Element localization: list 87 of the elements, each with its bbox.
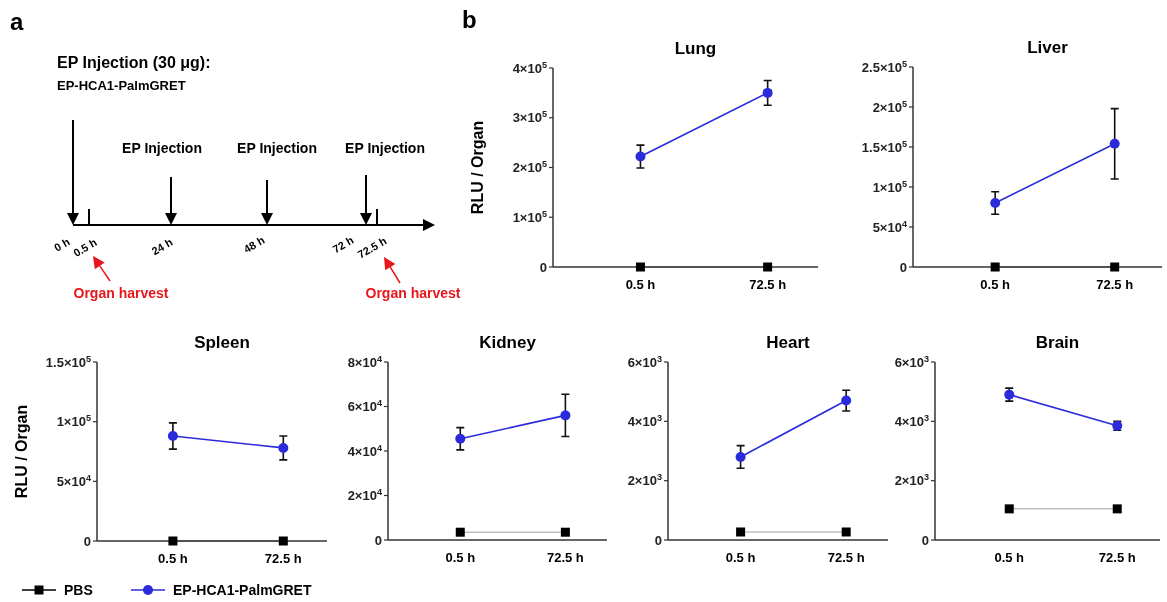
y-tick-label: 1.5×10$^{5}$: [45, 353, 91, 370]
x-tick-label: 72.5 h: [1096, 277, 1134, 292]
chart-title: Lung: [674, 39, 717, 58]
text: EP Injection: [122, 140, 202, 156]
y-tick-label: 4×10$^{3}$: [894, 412, 929, 429]
text: a: [10, 8, 24, 35]
legend-label: PBS: [64, 581, 93, 598]
y-tick-label: 1×10$^{5}$: [56, 413, 91, 430]
point: [990, 262, 1000, 272]
y-tick-label: 6×10$^{3}$: [894, 353, 929, 370]
point: [278, 442, 289, 453]
x-tick-label: 0.5 h: [725, 550, 756, 565]
y-tick-label: 8×10$^{4}$: [347, 353, 383, 370]
text: Organ harvest: [365, 285, 461, 301]
y-tick-label: 2×10$^{5}$: [512, 159, 547, 176]
y-tick-label: 5×10$^{4}$: [872, 218, 908, 235]
point: [762, 87, 773, 98]
x-tick-label: 72.5 h: [1098, 550, 1136, 565]
y-tick-label: 6×10$^{3}$: [627, 353, 662, 370]
point: [560, 527, 570, 537]
chart-title: Liver: [1027, 38, 1069, 57]
chart-title: Brain: [1035, 333, 1080, 352]
y-tick-label: 3×10$^{5}$: [512, 109, 547, 126]
y-tick-label: 0: [374, 532, 382, 548]
y-tick-label: 5×10$^{4}$: [56, 472, 92, 489]
text: 0.5 h: [71, 235, 100, 259]
y-tick-label: 0: [539, 259, 547, 275]
y-tick-label: 0: [83, 533, 91, 549]
point: [635, 151, 646, 162]
y-tick-label: 1.5×10$^{5}$: [861, 138, 907, 155]
point: [841, 395, 852, 406]
text: 0 h: [52, 235, 73, 254]
point: [1004, 504, 1014, 514]
y-tick-label: 0: [921, 532, 929, 548]
x-tick-label: 0.5 h: [445, 550, 476, 565]
chart-title: Kidney: [479, 333, 537, 352]
point: [560, 410, 571, 421]
x-tick-label: 72.5 h: [546, 550, 584, 565]
text: 72.5 h: [355, 234, 389, 261]
y-tick-label: 2×10$^{3}$: [894, 472, 929, 489]
text: 48 h: [241, 233, 267, 256]
text: b: [462, 6, 477, 33]
point: [735, 451, 746, 462]
x-tick-label: 72.5 h: [827, 550, 865, 565]
x-tick-label: 72.5 h: [749, 277, 787, 292]
x-tick-label: 0.5 h: [625, 277, 656, 292]
y-tick-label: 1×10$^{5}$: [872, 178, 907, 195]
y-tick-label: 2×10$^{3}$: [627, 472, 662, 489]
y-axis-title: RLU / Organ: [469, 120, 486, 215]
y-tick-label: 0: [899, 259, 907, 275]
y-tick-label: 4×10$^{4}$: [347, 442, 383, 459]
point: [841, 527, 851, 537]
text: 72 h: [330, 233, 356, 256]
y-tick-label: 0: [654, 532, 662, 548]
text: EP Injection: [237, 140, 317, 156]
point: [1110, 262, 1120, 272]
point: [167, 430, 178, 441]
point: [635, 262, 645, 272]
y-tick-label: 2.5×10$^{5}$: [861, 58, 907, 75]
point: [168, 536, 178, 546]
x-tick-label: 0.5 h: [994, 550, 1025, 565]
legend-label: EP-HCA1-PalmGRET: [173, 581, 312, 598]
text: EP Injection (30 μg):: [57, 54, 211, 71]
point: [278, 536, 288, 546]
y-tick-label: 6×10$^{4}$: [347, 398, 383, 415]
x-tick-label: 0.5 h: [980, 277, 1011, 292]
text: EP Injection: [345, 140, 425, 156]
point: [990, 198, 1001, 208]
chart-title: Heart: [766, 333, 811, 352]
point: [736, 527, 746, 537]
text: EP-HCA1-PalmGRET: [57, 78, 186, 93]
point: [455, 527, 465, 537]
y-tick-label: 2×10$^{4}$: [347, 487, 383, 504]
point: [1112, 504, 1122, 514]
y-tick-label: 2×10$^{5}$: [872, 98, 907, 115]
text: Organ harvest: [73, 285, 169, 301]
point: [763, 262, 773, 272]
y-tick-label: 1×10$^{5}$: [512, 208, 547, 225]
x-tick-label: 0.5 h: [158, 551, 188, 566]
y-tick-label: 4×10$^{3}$: [627, 412, 662, 429]
x-tick-label: 72.5 h: [264, 551, 302, 566]
text: 24 h: [149, 235, 175, 258]
point: [455, 433, 466, 444]
point: [1109, 138, 1120, 149]
chart-title: Spleen: [194, 333, 250, 352]
y-tick-label: 4×10$^{5}$: [512, 59, 547, 76]
y-axis-title: RLU / Organ: [13, 404, 30, 499]
